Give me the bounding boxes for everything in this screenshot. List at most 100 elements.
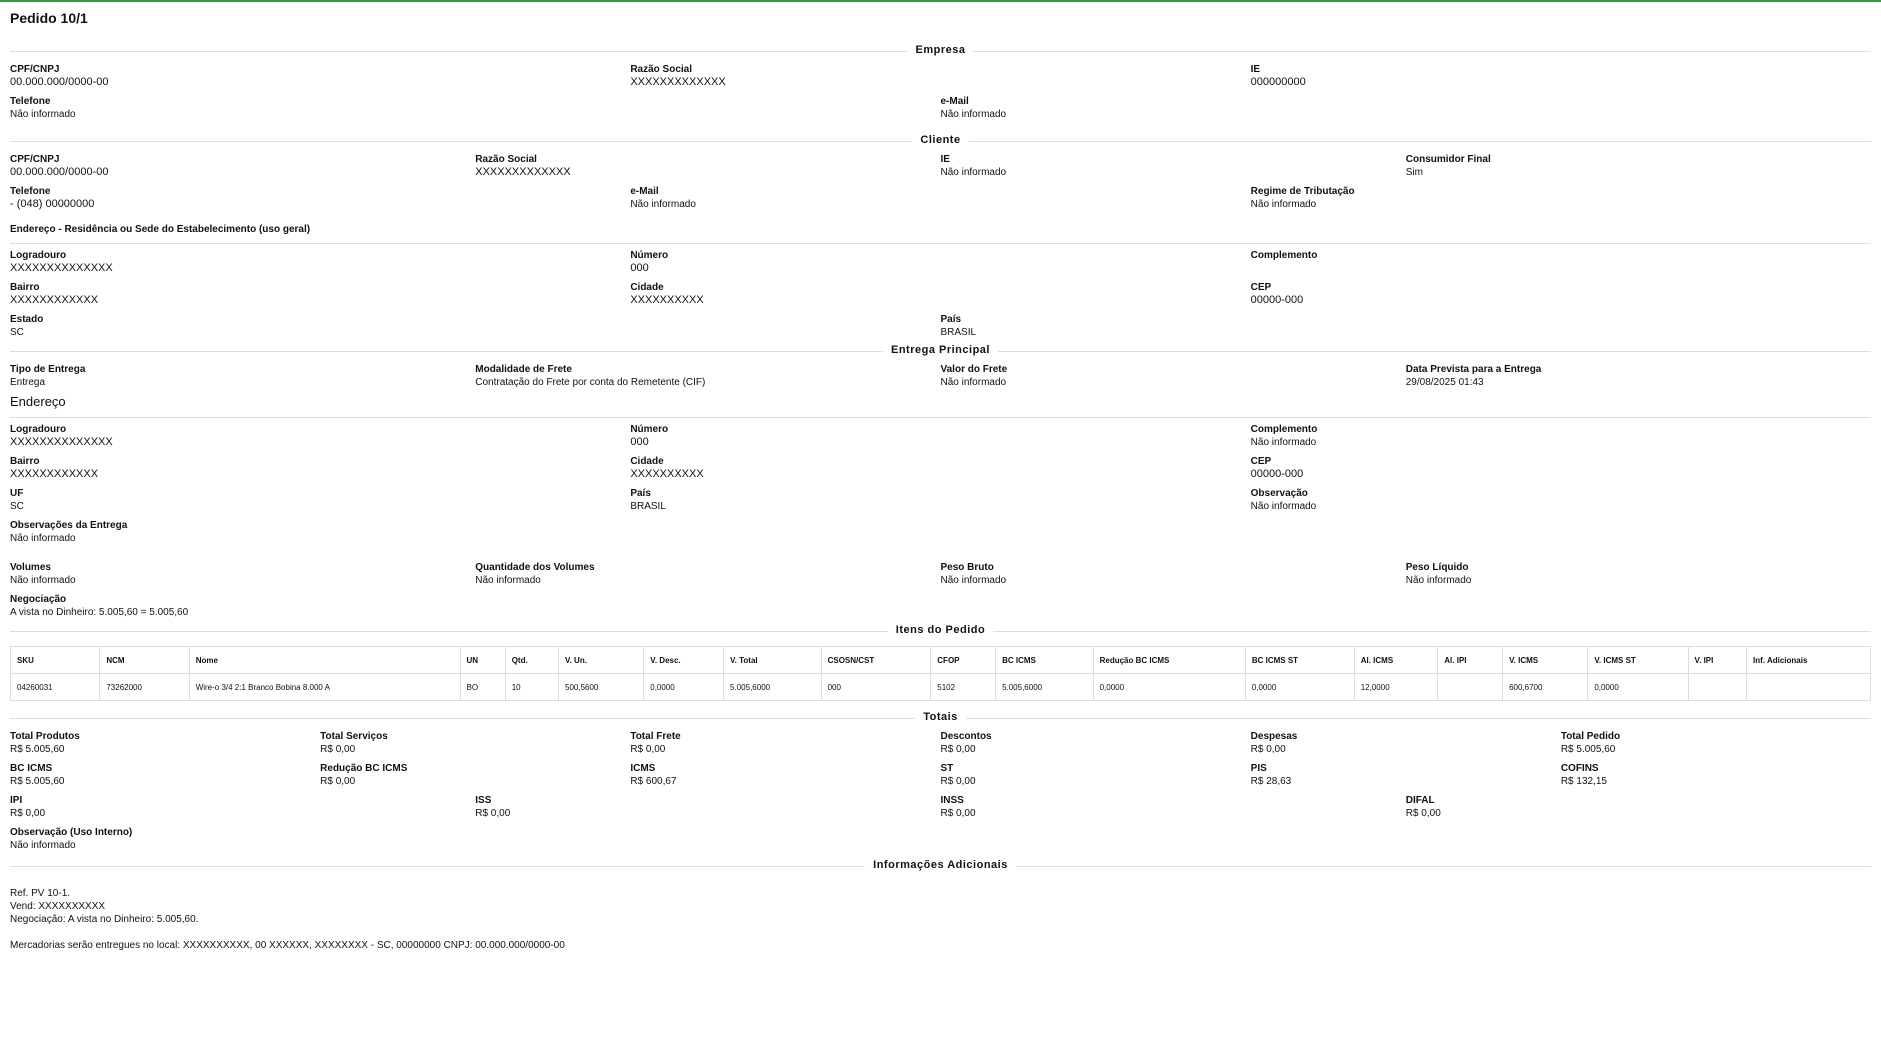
table-cell: BO — [459, 673, 506, 701]
table-cell: 73262000 — [99, 673, 190, 701]
cliente-ie: IE Não informado — [940, 154, 1007, 178]
total-field: BC ICMS R$ 5.005,60 — [10, 763, 65, 787]
info-line: Negociação: A vista no Dinheiro: 5.005,6… — [10, 914, 199, 925]
entrega-pais: País BRASIL — [630, 488, 666, 512]
total-field: IPI R$ 0,00 — [10, 795, 46, 819]
table-cell: 12,0000 — [1353, 673, 1439, 701]
column-header: Al. ICMS — [1353, 646, 1439, 674]
column-header: CSOSN/CST — [820, 646, 932, 674]
table-row: 04260031 73262000 Wire-o 3/4 2:1 Branco Bo… — [9, 673, 1871, 701]
cliente-divider: Cliente — [10, 134, 1871, 148]
total-field: Redução BC ICMS R$ 0,00 — [320, 763, 408, 787]
endereco-entrega-title: Endereço — [10, 394, 1871, 418]
table-cell: 0,0000 — [643, 673, 725, 701]
table-cell: 000 — [820, 673, 932, 701]
entrega-section-title: Entrega Principal — [883, 344, 998, 356]
info-line: Vend: XXXXXXXXXX — [10, 901, 106, 912]
entrega-complemento: Complemento Não informado — [1250, 424, 1318, 448]
endereco-geral-complemento: Complemento — [1250, 250, 1318, 261]
cliente-cpf: CPF/CNPJ 00.000.000/0000-00 — [10, 154, 109, 178]
itens-divider: Itens do Pedido — [10, 624, 1871, 638]
info-line: Ref. PV 10-1. — [10, 888, 71, 899]
info-divider: Informações Adicionais — [10, 859, 1871, 873]
table-cell: 5.005,6000 — [723, 673, 822, 701]
entrega-observacao: Observação Não informado — [1250, 488, 1317, 512]
page-title: Pedido 10/1 — [10, 10, 88, 26]
total-field: ST R$ 0,00 — [940, 763, 976, 787]
endereco-geral-pais: País BRASIL — [940, 314, 977, 338]
table-cell: 04260031 — [9, 673, 101, 701]
total-field: Total Frete R$ 0,00 — [630, 731, 681, 755]
column-header: Nome — [188, 646, 461, 674]
column-header: V. Un. — [557, 646, 645, 674]
info-section-title: Informações Adicionais — [865, 859, 1016, 871]
column-header: SKU — [9, 646, 101, 674]
column-header: Inf. Adicionais — [1746, 646, 1871, 674]
cliente-telefone: Telefone - (048) 00000000 — [10, 186, 95, 210]
table-cell: 5102 — [930, 673, 997, 701]
peso-liquido: Peso Líquido Não informado — [1405, 562, 1472, 586]
total-field: Despesas R$ 0,00 — [1250, 731, 1298, 755]
total-field: DIFAL R$ 0,00 — [1405, 795, 1441, 819]
total-field: Total Pedido R$ 5.005,60 — [1560, 731, 1621, 755]
entrega-observacoes: Observações da Entrega Não informado — [10, 520, 128, 544]
cliente-email: e-Mail Não informado — [630, 186, 696, 210]
column-header: Qtd. — [504, 646, 560, 674]
entrega-cep: CEP 00000-000 — [1250, 456, 1304, 480]
table-cell: 600,6700 — [1502, 673, 1589, 701]
observacao-uso-interno: Observação (Uso Interno) Não informado — [10, 827, 133, 851]
total-field: Descontos R$ 0,00 — [940, 731, 992, 755]
endereco-geral-cep: CEP 00000-000 — [1250, 282, 1304, 306]
column-header: UN — [459, 646, 506, 674]
table-cell: 0,0000 — [1244, 673, 1355, 701]
entrega-valor: Valor do Frete Não informado — [940, 364, 1008, 388]
entrega-logradouro: Logradouro XXXXXXXXXXXXXX — [10, 424, 113, 448]
entrega-bairro: Bairro XXXXXXXXXXXX — [10, 456, 99, 480]
table-cell: Wire-o 3/4 2:1 Branco Bobina 8.000 A — [188, 673, 461, 701]
endereco-geral-cidade: Cidade XXXXXXXXXX — [630, 282, 704, 306]
cliente-section-title: Cliente — [912, 134, 969, 146]
items-header-row: SKU NCM Nome UN Qtd. V. Un. V. Desc. V. Total CS… — [9, 646, 1871, 674]
entrega-divider: Entrega Principal — [10, 344, 1871, 358]
info-line: Mercadorias serão entregues no local: XX… — [10, 940, 565, 951]
info-adicionais: Ref. PV 10-1. Vend: XXXXXXXXXX Negociaçã… — [10, 887, 1871, 952]
table-cell: 0,0000 — [1587, 673, 1689, 701]
total-field: INSS R$ 0,00 — [940, 795, 976, 819]
total-field: Total Produtos R$ 5.005,60 — [10, 731, 80, 755]
cliente-consumidor: Consumidor Final Sim — [1405, 154, 1491, 178]
table-cell: 5.005,6000 — [995, 673, 1094, 701]
empresa-section-title: Empresa — [907, 44, 974, 56]
endereco-geral-estado: Estado SC — [10, 314, 44, 338]
empresa-email: e-Mail Não informado — [940, 96, 1007, 120]
totais-divider: Totais — [10, 711, 1871, 725]
entrega-tipo: Tipo de Entrega Entrega — [10, 364, 86, 388]
total-field: Total Serviços R$ 0,00 — [320, 731, 388, 755]
endereco-geral-numero: Número 000 — [630, 250, 669, 274]
itens-section-title: Itens do Pedido — [887, 624, 994, 636]
cliente-regime: Regime de Tributação Não informado — [1250, 186, 1355, 210]
column-header: CFOP — [930, 646, 997, 674]
entrega-uf: UF SC — [10, 488, 24, 512]
peso-bruto: Peso Bruto Não informado — [940, 562, 1007, 586]
total-field: ICMS R$ 600,67 — [630, 763, 677, 787]
empresa-cpf: CPF/CNPJ 00.000.000/0000-00 — [10, 64, 109, 88]
column-header: V. Total — [723, 646, 822, 674]
entrega-cidade: Cidade XXXXXXXXXX — [630, 456, 704, 480]
volumes: Volumes Não informado — [10, 562, 76, 586]
endereco-geral-logradouro: Logradouro XXXXXXXXXXXXXX — [10, 250, 113, 274]
empresa-telefone: Telefone Não informado — [10, 96, 76, 120]
cliente-razao: Razão Social XXXXXXXXXXXXX — [475, 154, 571, 178]
items-table: SKU NCM Nome UN Qtd. V. Un. V. Desc. V. Total CS… — [9, 646, 1871, 701]
entrega-modalidade: Modalidade de Frete Contratação do Frete … — [475, 364, 706, 388]
table-cell — [1437, 673, 1504, 701]
column-header: V. Desc. — [643, 646, 725, 674]
entrega-numero: Número 000 — [630, 424, 669, 448]
table-cell — [1746, 673, 1871, 701]
table-cell: 10 — [504, 673, 560, 701]
column-header: V. IPI — [1687, 646, 1748, 674]
empresa-razao: Razão Social XXXXXXXXXXXXX — [630, 64, 726, 88]
column-header: BC ICMS ST — [1244, 646, 1355, 674]
table-cell: 500,5600 — [557, 673, 645, 701]
column-header: V. ICMS ST — [1587, 646, 1689, 674]
